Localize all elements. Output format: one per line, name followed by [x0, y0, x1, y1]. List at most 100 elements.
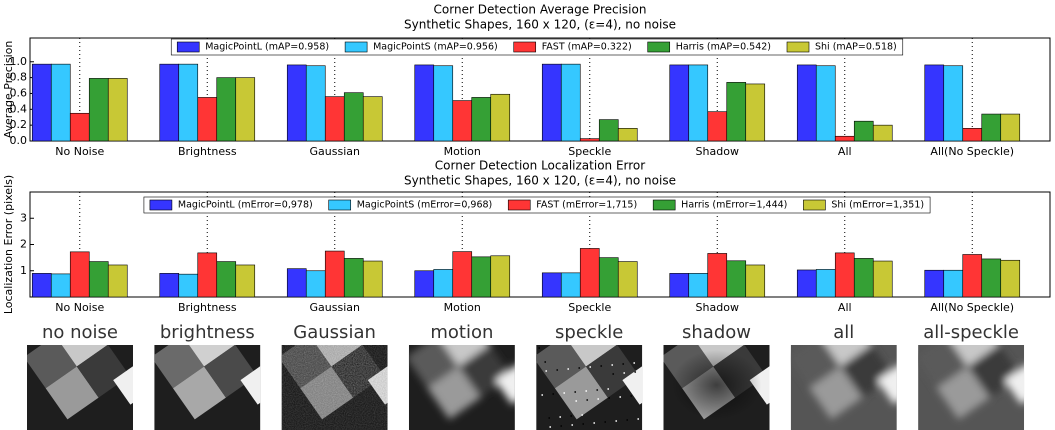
- image-label: no noise: [42, 322, 118, 343]
- x-tick-label: Speckle: [568, 301, 611, 314]
- bar: [854, 121, 873, 141]
- bar: [580, 139, 599, 141]
- bar: [797, 65, 816, 141]
- speckle: [575, 400, 577, 402]
- speckle: [582, 423, 584, 425]
- y-axis-label: Localization Error (pixels): [2, 175, 15, 314]
- x-tick-label: Motion: [444, 145, 481, 158]
- speckle: [548, 417, 550, 419]
- image-label: Gaussian: [293, 322, 376, 343]
- legend-label: Shi (mAP=0.518): [815, 42, 897, 53]
- bar: [160, 273, 179, 297]
- bar: [797, 270, 816, 297]
- bar: [363, 97, 382, 141]
- bar: [32, 64, 51, 141]
- bar: [670, 273, 689, 297]
- bar: [816, 66, 835, 141]
- bar: [217, 262, 236, 297]
- legend-swatch: [653, 200, 675, 210]
- bar: [472, 97, 491, 141]
- bar: [599, 258, 618, 297]
- y-tick-label: 1.0: [10, 55, 28, 68]
- speckle: [607, 388, 609, 390]
- x-tick-label: All(No Speckle): [930, 301, 1014, 314]
- speckle: [626, 419, 628, 421]
- speckle: [578, 367, 580, 369]
- bar: [472, 257, 491, 297]
- chart-title: Corner Detection Average Precision: [434, 3, 647, 17]
- figure: Corner Detection Average PrecisionSynthe…: [0, 0, 1055, 430]
- bar: [51, 64, 70, 141]
- x-tick-label: All: [838, 301, 852, 314]
- image-label: all: [833, 322, 854, 343]
- shadow: [672, 350, 762, 420]
- x-tick-label: Brightness: [178, 301, 237, 314]
- x-tick-label: All(No Speckle): [930, 145, 1014, 158]
- legend-swatch: [787, 42, 809, 52]
- speckle: [552, 393, 554, 395]
- speckle: [559, 416, 561, 418]
- legend-label: MagicPointL (mError=0,978): [178, 200, 313, 211]
- bar: [963, 254, 982, 297]
- bar: [70, 252, 89, 297]
- speckle: [630, 395, 632, 397]
- legend-label: MagicPointL (mAP=0.958): [205, 42, 329, 53]
- legend-swatch: [648, 42, 670, 52]
- speckle: [563, 392, 565, 394]
- bar: [982, 114, 1001, 141]
- bar: [854, 258, 873, 297]
- bar: [491, 256, 510, 297]
- legend-swatch: [329, 200, 351, 210]
- bar: [344, 93, 363, 141]
- speckle: [589, 366, 591, 368]
- speckle: [545, 370, 547, 372]
- x-tick-label: No Noise: [55, 145, 104, 158]
- bar: [944, 270, 963, 297]
- x-tick-label: Shadow: [696, 145, 739, 158]
- bar: [415, 271, 434, 297]
- image-label: brightness: [160, 322, 255, 343]
- bar: [689, 273, 708, 297]
- bar: [708, 112, 727, 141]
- legend-label: Harris (mError=1,444): [681, 200, 787, 211]
- x-tick-label: Motion: [444, 301, 481, 314]
- bar: [727, 82, 746, 141]
- speckle: [574, 391, 576, 393]
- bar: [542, 64, 561, 141]
- y-tick-label: 2: [20, 238, 27, 251]
- bar: [70, 113, 89, 141]
- x-tick-label: Brightness: [178, 145, 237, 158]
- bar: [925, 65, 944, 141]
- speckle: [611, 364, 613, 366]
- bar: [306, 66, 325, 141]
- legend-swatch: [508, 200, 530, 210]
- image-label: motion: [430, 322, 493, 343]
- bar: [287, 65, 306, 141]
- y-tick-label: 0.8: [10, 71, 28, 84]
- legend-swatch: [514, 42, 536, 52]
- speckle: [633, 362, 635, 364]
- image-label: shadow: [682, 322, 751, 343]
- bar: [561, 64, 580, 141]
- legend-label: FAST (mAP=0.322): [542, 42, 632, 53]
- bar: [925, 270, 944, 297]
- speckle: [604, 421, 606, 423]
- bar: [325, 97, 344, 141]
- bar: [217, 78, 236, 141]
- speckle: [544, 361, 546, 363]
- legend-swatch: [345, 42, 367, 52]
- bar: [1001, 260, 1020, 297]
- speckle: [600, 365, 602, 367]
- bar: [835, 253, 854, 297]
- bar: [32, 273, 51, 297]
- bar: [746, 84, 765, 141]
- bar: [434, 269, 453, 297]
- bar: [746, 265, 765, 297]
- bar: [160, 64, 179, 141]
- bar: [561, 273, 580, 297]
- bar: [453, 252, 472, 297]
- bar: [670, 65, 689, 141]
- speckle: [593, 422, 595, 424]
- bar: [198, 97, 217, 141]
- speckle: [556, 369, 558, 371]
